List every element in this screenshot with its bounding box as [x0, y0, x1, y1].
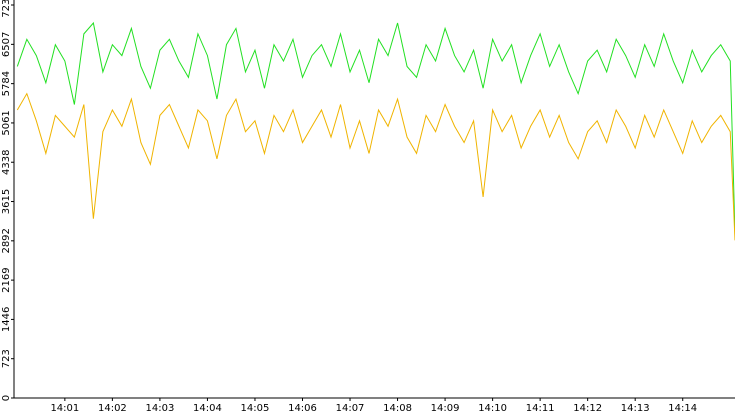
x-tick-label: 14:08: [383, 403, 412, 414]
y-tick-label: 4338: [1, 150, 12, 175]
x-tick-label: 14:11: [526, 403, 555, 414]
x-tick-label: 14:06: [288, 403, 317, 414]
y-tick-label: 723: [1, 349, 12, 368]
x-tick-label: 14:03: [145, 403, 174, 414]
y-tick-label: 6507: [1, 32, 12, 57]
y-tick-label: 7231: [1, 0, 12, 18]
x-tick-label: 14:05: [241, 403, 270, 414]
y-tick-label: 5784: [1, 71, 12, 96]
x-tick-label: 14:01: [50, 403, 79, 414]
series-line: [16, 92, 735, 241]
y-tick-label: 2892: [1, 228, 12, 253]
y-tick-label: 0: [1, 395, 12, 401]
x-tick-label: 14:07: [336, 403, 365, 414]
x-tick-label: 14:13: [621, 403, 650, 414]
y-tick-label: 5061: [1, 110, 12, 135]
x-tick-label: 14:04: [193, 403, 222, 414]
x-tick-label: 14:02: [98, 403, 127, 414]
y-tick-label: 3615: [1, 189, 12, 214]
x-tick-label: 14:14: [668, 403, 697, 414]
series-line: [16, 21, 735, 235]
y-tick-label: 2169: [1, 267, 12, 292]
x-tick-label: 14:10: [478, 403, 507, 414]
x-tick-label: 14:09: [431, 403, 460, 414]
y-tick-label: 1446: [1, 307, 12, 332]
x-tick-label: 14:12: [573, 403, 602, 414]
